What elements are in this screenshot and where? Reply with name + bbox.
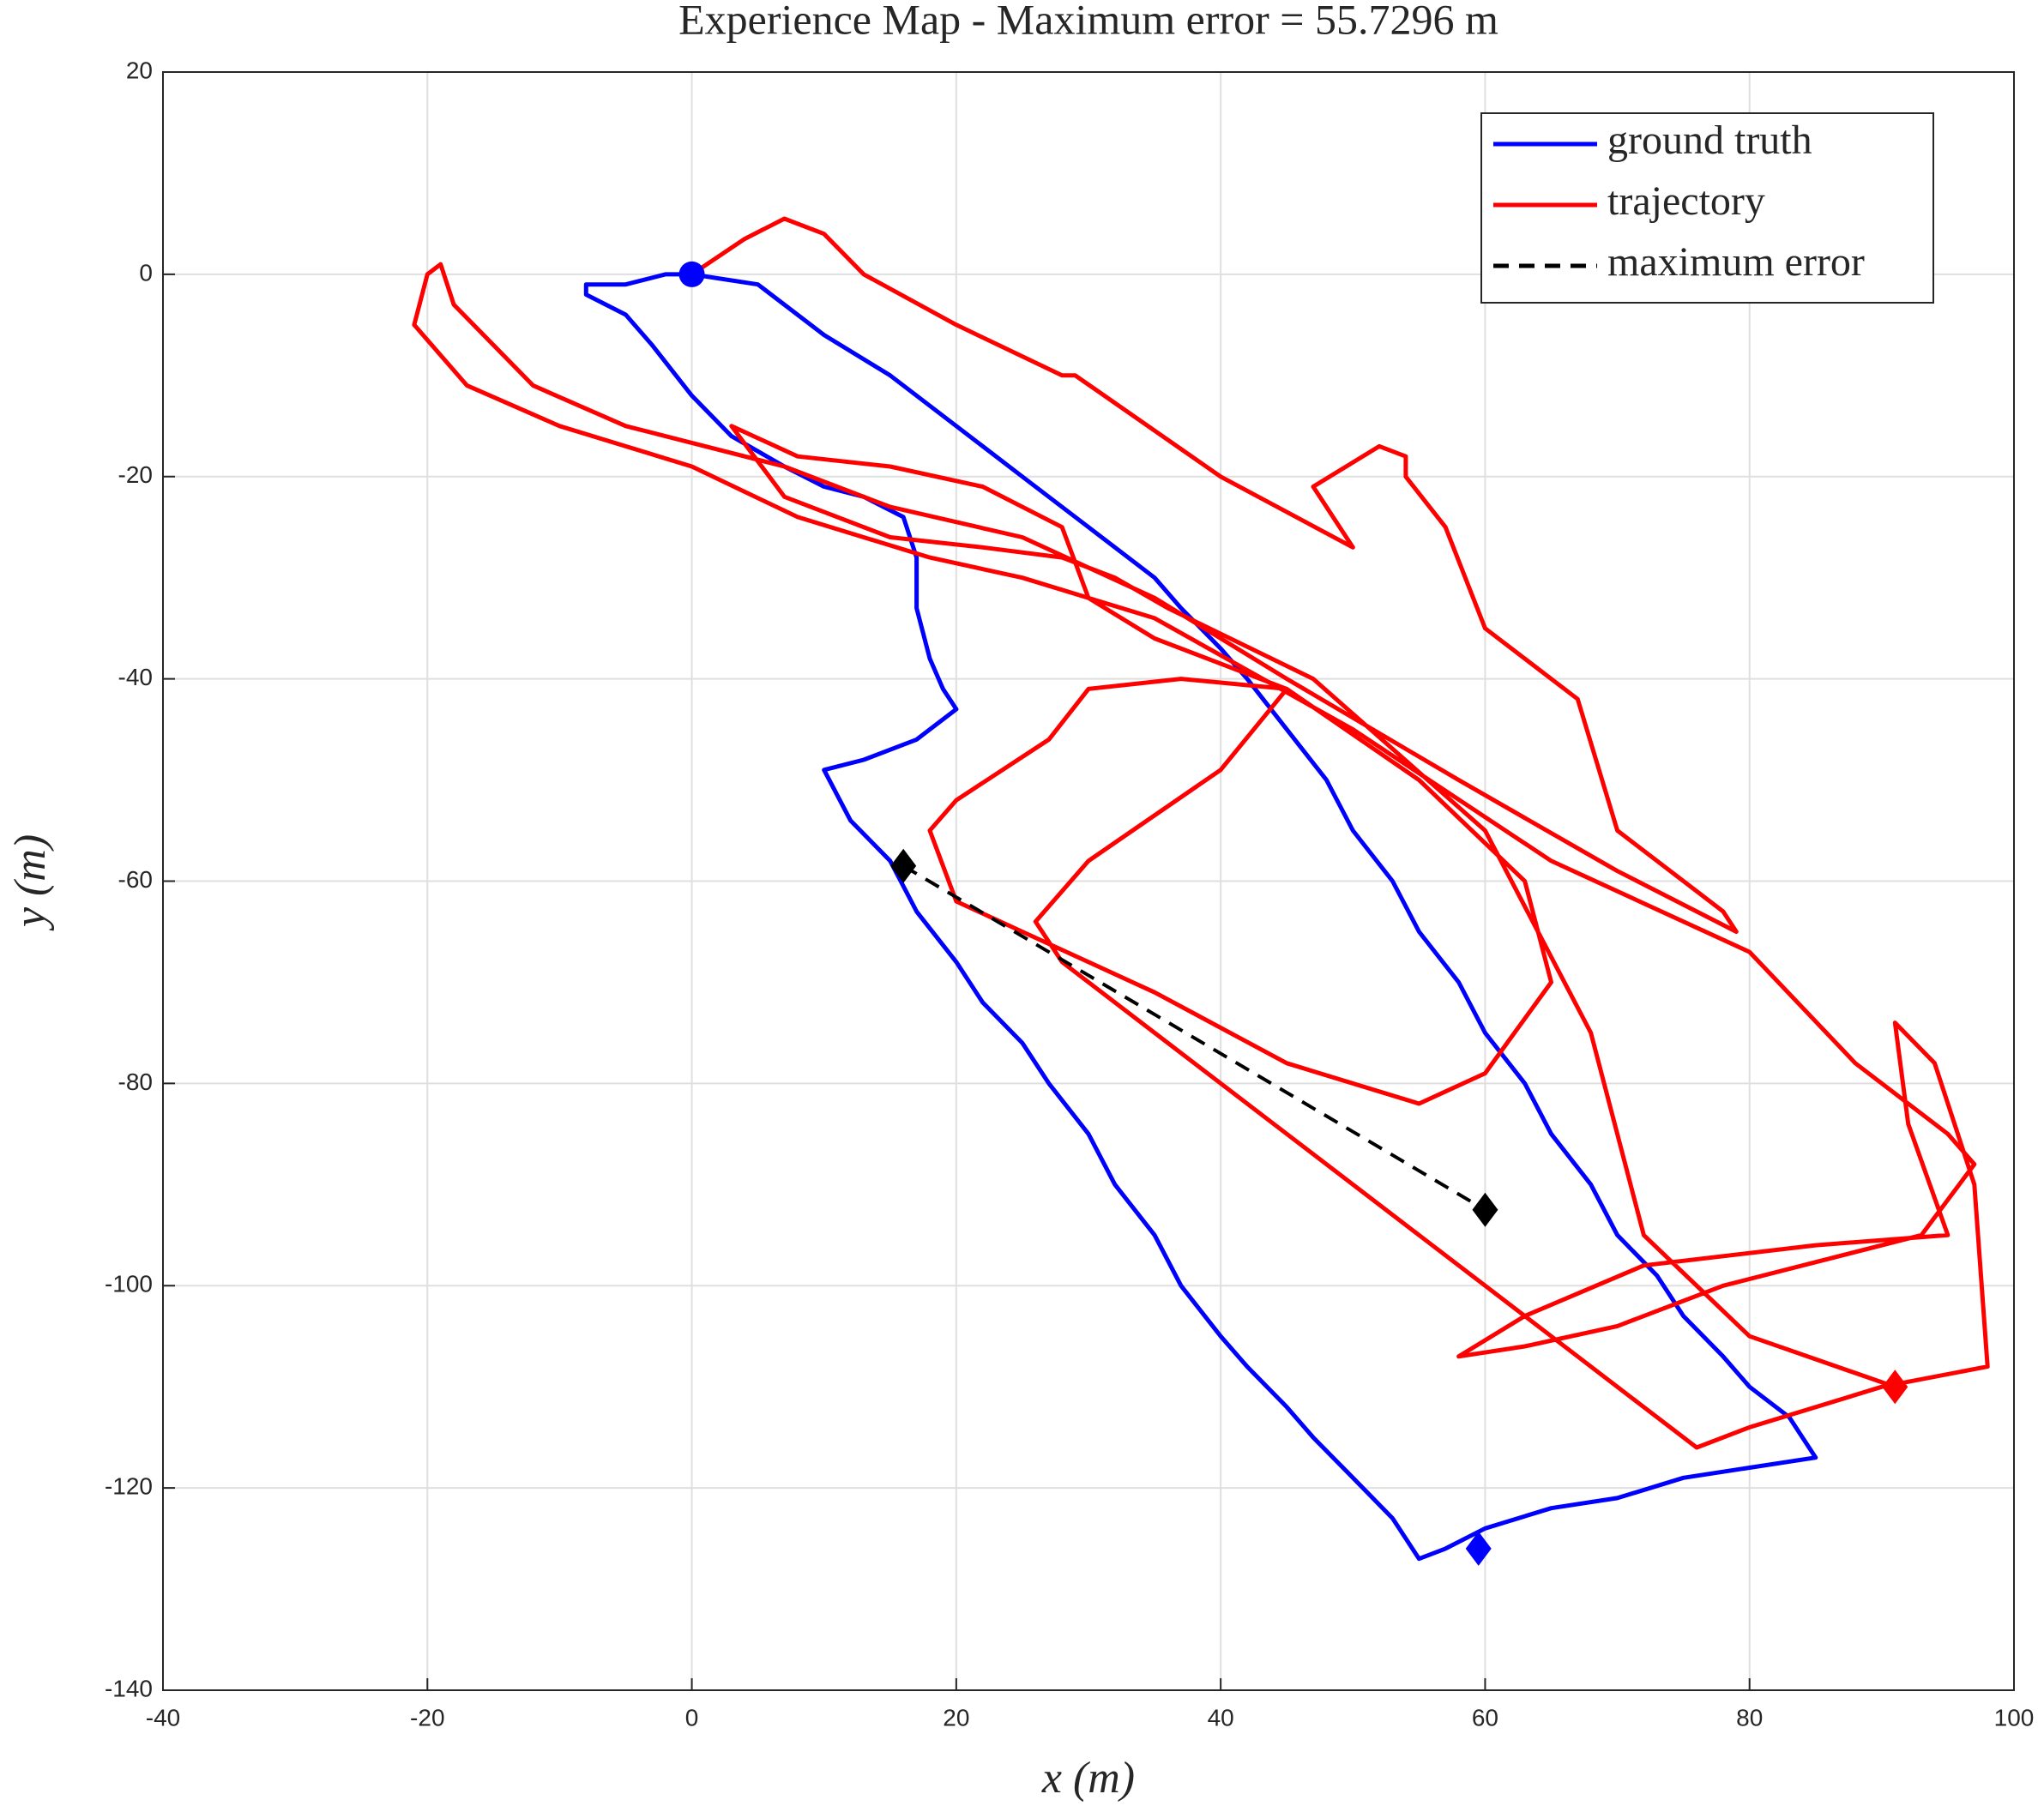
legend-label: ground truth bbox=[1607, 117, 1812, 163]
legend-label: trajectory bbox=[1607, 178, 1765, 224]
marker bbox=[678, 261, 705, 287]
y-tick-label: -80 bbox=[118, 1069, 153, 1095]
x-axis-label: x (m) bbox=[1041, 1754, 1135, 1803]
y-tick-label: -100 bbox=[105, 1271, 153, 1297]
plot-frame bbox=[162, 71, 2015, 1691]
y-tick-label: 0 bbox=[139, 259, 153, 286]
y-axis-label: y (m) bbox=[6, 834, 55, 931]
y-tick-label: -20 bbox=[118, 461, 153, 488]
marker bbox=[1472, 1192, 1498, 1227]
x-tick-label: -20 bbox=[410, 1704, 444, 1731]
y-tick-label: -120 bbox=[105, 1473, 153, 1500]
x-tick-label: 40 bbox=[1208, 1704, 1234, 1731]
chart-title: Experience Map - Maximum error = 55.7296… bbox=[678, 0, 1498, 43]
x-tick-label: 0 bbox=[685, 1704, 699, 1731]
marker bbox=[890, 848, 917, 883]
marker bbox=[1882, 1370, 1908, 1405]
series-line bbox=[902, 864, 1486, 1212]
y-tick-label: -140 bbox=[105, 1675, 153, 1701]
x-tick-label: 80 bbox=[1736, 1704, 1763, 1731]
series-line bbox=[583, 272, 1818, 1562]
y-tick-label: 20 bbox=[126, 57, 153, 83]
y-tick-label: -60 bbox=[118, 866, 153, 893]
y-tick-label: -40 bbox=[118, 664, 153, 690]
x-tick-label: 60 bbox=[1472, 1704, 1498, 1731]
x-tick-label: 100 bbox=[1994, 1704, 2035, 1731]
x-tick-label: -40 bbox=[146, 1704, 180, 1731]
x-tick-label: 20 bbox=[943, 1704, 969, 1731]
marker bbox=[1465, 1531, 1492, 1566]
series-line bbox=[412, 216, 1990, 1450]
legend-label: maximum error bbox=[1607, 239, 1865, 285]
